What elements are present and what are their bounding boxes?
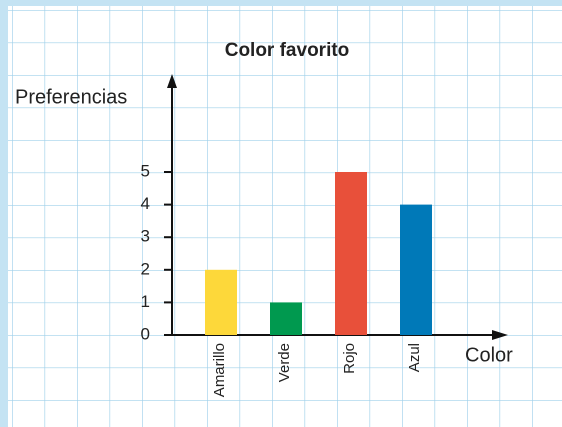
bar bbox=[335, 172, 367, 335]
x-tick-label: Verde bbox=[276, 343, 293, 382]
x-tick-label: Azul bbox=[406, 343, 423, 372]
grid-paper bbox=[8, 6, 562, 427]
x-tick-label: Rojo bbox=[341, 343, 358, 374]
y-tick-label: 2 bbox=[141, 259, 150, 278]
y-tick-label: 3 bbox=[141, 227, 150, 246]
x-axis-label: Color bbox=[465, 344, 513, 366]
y-axis-label: Preferencias bbox=[15, 86, 127, 108]
y-tick-label: 4 bbox=[141, 194, 150, 213]
y-axis-arrow bbox=[167, 74, 177, 88]
y-tick-label: 5 bbox=[141, 161, 150, 180]
y-tick-label: 0 bbox=[141, 324, 150, 343]
chart-title: Color favorito bbox=[225, 40, 350, 61]
bar bbox=[400, 204, 432, 335]
x-axis-arrow bbox=[492, 330, 508, 340]
x-tick-label: Amarillo bbox=[211, 343, 228, 397]
bar bbox=[205, 269, 237, 335]
bar bbox=[270, 302, 302, 335]
y-tick-label: 1 bbox=[141, 292, 150, 311]
